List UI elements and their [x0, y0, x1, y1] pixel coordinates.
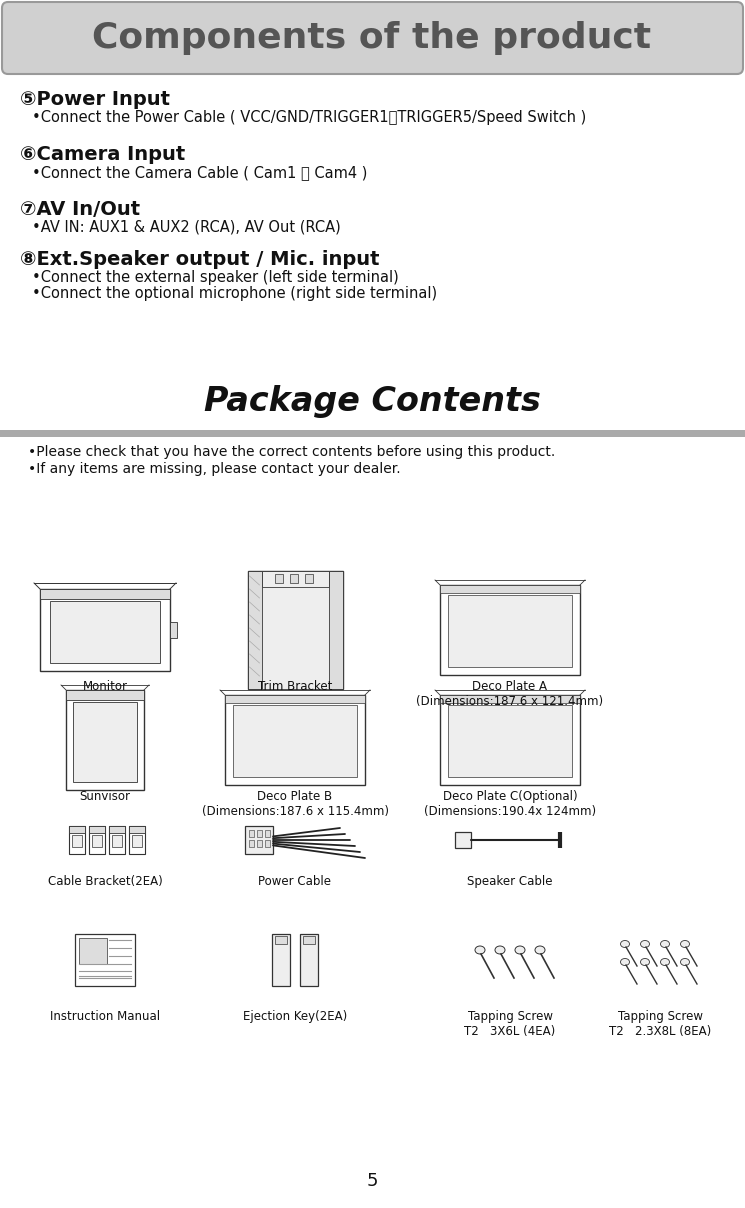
Bar	[440, 585, 580, 593]
Bar	[129, 826, 145, 854]
Ellipse shape	[661, 941, 670, 947]
Bar	[66, 690, 144, 699]
Bar	[112, 835, 122, 847]
Bar	[440, 585, 580, 675]
Text: ⑤Power Input: ⑤Power Input	[20, 91, 170, 109]
Text: Deco Plate C(Optional)
(Dimensions:190.4x 124mm): Deco Plate C(Optional) (Dimensions:190.4…	[424, 790, 596, 818]
Bar	[300, 934, 318, 986]
Text: •AV IN: AUX1 & AUX2 (RCA), AV Out (RCA): •AV IN: AUX1 & AUX2 (RCA), AV Out (RCA)	[32, 220, 340, 236]
Bar	[448, 705, 572, 777]
Ellipse shape	[641, 958, 650, 965]
Text: •Connect the Camera Cable ( Cam1 ～ Cam4 ): •Connect the Camera Cable ( Cam1 ～ Cam4 …	[32, 165, 367, 180]
Ellipse shape	[475, 946, 485, 954]
Text: Ejection Key(2EA): Ejection Key(2EA)	[243, 1010, 347, 1023]
Bar	[170, 622, 177, 638]
Bar	[247, 571, 261, 689]
Ellipse shape	[661, 958, 670, 965]
Text: Monitor: Monitor	[83, 680, 127, 693]
Text: 5: 5	[367, 1172, 378, 1190]
Bar	[75, 934, 135, 986]
Bar	[275, 936, 287, 943]
Bar	[329, 571, 343, 689]
Text: Sunvisor: Sunvisor	[80, 790, 130, 803]
Bar	[261, 587, 329, 689]
Ellipse shape	[621, 958, 630, 965]
Text: •Connect the Power Cable ( VCC/GND/TRIGGER1～TRIGGER5/Speed Switch ): •Connect the Power Cable ( VCC/GND/TRIGG…	[32, 110, 586, 124]
Bar	[66, 690, 144, 790]
Bar	[72, 835, 82, 847]
Text: Instruction Manual: Instruction Manual	[50, 1010, 160, 1023]
Text: Trim Bracket: Trim Bracket	[258, 680, 332, 693]
Ellipse shape	[621, 941, 630, 947]
Bar	[305, 574, 313, 583]
Bar	[73, 702, 137, 782]
Bar	[275, 574, 283, 583]
Bar	[92, 835, 102, 847]
Text: ⑧Ext.Speaker output / Mic. input: ⑧Ext.Speaker output / Mic. input	[20, 250, 379, 269]
Text: Components of the product: Components of the product	[92, 21, 652, 56]
Bar	[257, 830, 262, 837]
Text: •Connect the optional microphone (right side terminal): •Connect the optional microphone (right …	[32, 286, 437, 301]
Bar	[247, 571, 343, 689]
Text: Deco Plate A
(Dimensions:187.6 x 121.4mm): Deco Plate A (Dimensions:187.6 x 121.4mm…	[416, 680, 603, 708]
Text: ⑦AV In/Out: ⑦AV In/Out	[20, 201, 140, 219]
Bar	[225, 695, 365, 785]
Bar	[261, 571, 329, 587]
Bar	[249, 830, 254, 837]
Bar	[69, 826, 85, 834]
Bar	[109, 826, 125, 854]
Text: Tapping Screw
T2   2.3X8L (8EA): Tapping Screw T2 2.3X8L (8EA)	[609, 1010, 711, 1038]
Ellipse shape	[641, 941, 650, 947]
Text: Package Contents: Package Contents	[203, 385, 540, 418]
Text: •Connect the external speaker (left side terminal): •Connect the external speaker (left side…	[32, 271, 399, 285]
Bar	[132, 835, 142, 847]
Bar	[440, 695, 580, 785]
Bar	[290, 574, 298, 583]
Bar	[129, 826, 145, 834]
Bar	[79, 937, 107, 964]
Text: Deco Plate B
(Dimensions:187.6 x 115.4mm): Deco Plate B (Dimensions:187.6 x 115.4mm…	[201, 790, 388, 818]
Bar	[272, 934, 290, 986]
Bar	[245, 826, 273, 854]
Bar	[233, 705, 357, 777]
Bar	[440, 695, 580, 703]
Bar	[40, 590, 170, 599]
Text: Cable Bracket(2EA): Cable Bracket(2EA)	[48, 875, 162, 888]
Bar	[225, 695, 365, 703]
Text: •Please check that you have the correct contents before using this product.: •Please check that you have the correct …	[28, 445, 555, 459]
Ellipse shape	[680, 941, 690, 947]
Bar	[265, 840, 270, 847]
Ellipse shape	[495, 946, 505, 954]
Bar	[455, 832, 471, 848]
Bar	[69, 826, 85, 854]
Ellipse shape	[515, 946, 525, 954]
Bar	[109, 826, 125, 834]
Bar	[448, 596, 572, 667]
Bar	[40, 590, 170, 670]
Bar	[265, 830, 270, 837]
Bar	[50, 602, 160, 663]
Text: Power Cable: Power Cable	[259, 875, 332, 888]
Text: Speaker Cable: Speaker Cable	[467, 875, 553, 888]
Ellipse shape	[680, 958, 690, 965]
Bar	[303, 936, 315, 943]
Ellipse shape	[535, 946, 545, 954]
Text: •If any items are missing, please contact your dealer.: •If any items are missing, please contac…	[28, 461, 401, 476]
FancyBboxPatch shape	[2, 2, 743, 74]
Bar	[89, 826, 105, 854]
Bar	[89, 826, 105, 834]
Text: ⑥Camera Input: ⑥Camera Input	[20, 145, 186, 164]
Text: Tapping Screw
T2   3X6L (4EA): Tapping Screw T2 3X6L (4EA)	[464, 1010, 556, 1038]
Bar	[257, 840, 262, 847]
Bar	[249, 840, 254, 847]
Bar	[0, 430, 745, 437]
